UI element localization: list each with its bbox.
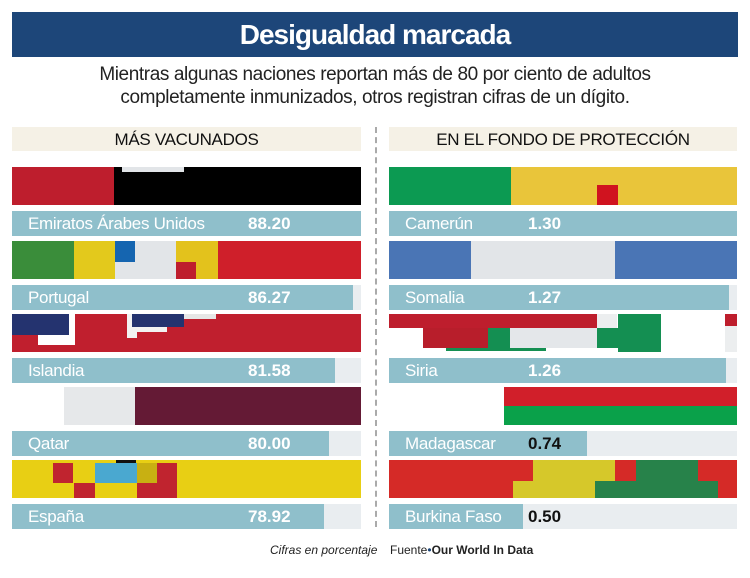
bar-track: Portugal 86.27 (12, 285, 361, 310)
bar (389, 211, 737, 236)
bar-track: Emiratos Árabes Unidos 88.20 (12, 211, 361, 236)
country-label: Islandia (28, 361, 85, 380)
bar (12, 211, 361, 236)
footer-note: Cifras en porcentaje (270, 543, 378, 557)
footer-source: Fuente•Our World In Data (390, 543, 534, 557)
bar (389, 504, 523, 529)
source-name: Our World In Data (431, 543, 534, 557)
value-label: 0.50 (528, 507, 562, 526)
cameroon-flag (389, 167, 737, 205)
country-label: Emiratos Árabes Unidos (28, 214, 205, 233)
value-label: 1.30 (528, 214, 562, 233)
value-label: 81.58 (248, 361, 291, 380)
subtitle-line-1: Mientras algunas naciones reportan más d… (99, 64, 651, 85)
syria-flag (389, 314, 737, 352)
spain-flag (12, 460, 361, 498)
country-label: Siria (405, 361, 438, 380)
bar-track: Islandia 81.58 (12, 358, 361, 383)
somalia-flag (389, 241, 737, 279)
country-label: Portugal (28, 288, 89, 307)
right-panel-header: EN EL FONDO DE PROTECCIÓN (389, 127, 737, 151)
bar-track: Qatar 80.00 (12, 431, 361, 456)
value-label: 88.20 (248, 214, 291, 233)
bar-track: Madagascar 0.74 (389, 431, 737, 456)
panel-divider (375, 127, 377, 527)
value-label: 1.27 (528, 288, 562, 307)
value-label: 80.00 (248, 434, 291, 453)
source-label: Fuente (390, 543, 428, 557)
bar-track: Burkina Faso 0.50 (389, 504, 737, 529)
iceland-flag (12, 314, 361, 352)
bar (389, 285, 729, 310)
uae-flag (12, 167, 361, 205)
country-label: Burkina Faso (405, 507, 502, 526)
portugal-flag (12, 241, 361, 279)
bar (12, 431, 329, 456)
bar (12, 285, 354, 310)
burkina-faso-flag (389, 460, 737, 498)
bar (389, 358, 727, 383)
value-label: 1.26 (528, 361, 562, 380)
bar (12, 504, 325, 529)
bar-track: Somalia 1.27 (389, 285, 737, 310)
country-label: Somalia (405, 288, 465, 307)
subtitle-line-2: completamente inmunizados, otros registr… (120, 87, 630, 108)
value-label: 86.27 (248, 288, 291, 307)
country-label: España (28, 507, 84, 526)
page-title: Desigualdad marcada (12, 12, 738, 57)
madagascar-flag (389, 387, 737, 425)
value-label: 78.92 (248, 507, 291, 526)
country-label: Madagascar (405, 434, 496, 453)
bar-track: España 78.92 (12, 504, 361, 529)
country-label: Camerún (405, 214, 473, 233)
bar-track: Siria 1.26 (389, 358, 737, 383)
country-label: Qatar (28, 434, 70, 453)
value-label: 0.74 (528, 434, 562, 453)
left-panel-header: MÁS VACUNADOS (12, 127, 361, 151)
bar (12, 358, 335, 383)
qatar-flag (64, 387, 361, 425)
bar (389, 431, 588, 456)
bar-track: Camerún 1.30 (389, 211, 737, 236)
